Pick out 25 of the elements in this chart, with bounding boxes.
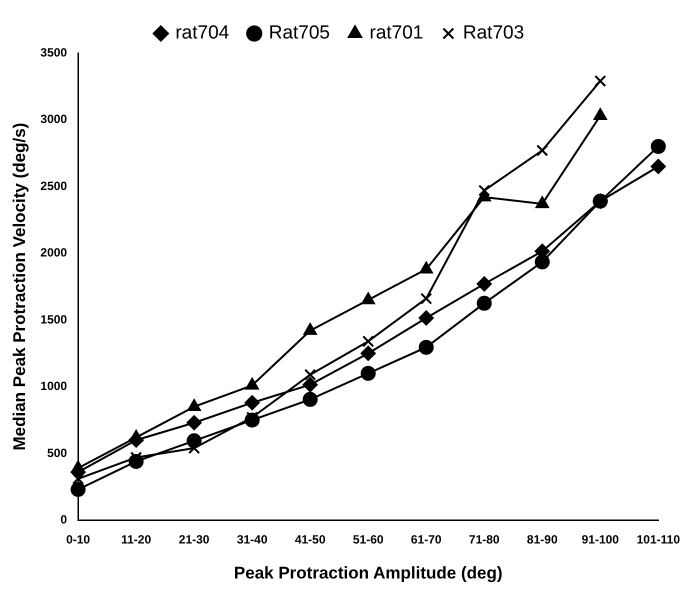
legend-label: Rat703 — [462, 22, 524, 44]
x-tick-label: 21-30 — [178, 532, 210, 547]
y-tick-label: 1000 — [40, 379, 68, 394]
x-tick-label: 71-80 — [468, 532, 500, 547]
y-tick-label: 2500 — [40, 178, 68, 193]
y-tick-label: 0 — [60, 512, 68, 527]
x-tick-label: 0-10 — [66, 532, 90, 547]
x-axis-title: Peak Protraction Amplitude (deg) — [234, 563, 502, 582]
legend-label: rat701 — [370, 22, 424, 44]
x-tick-label: 101-110 — [636, 532, 680, 547]
y-tick-label: 3500 — [40, 45, 68, 60]
x-tick-label: 51-60 — [352, 532, 384, 547]
x-tick-label: 61-70 — [410, 532, 442, 547]
x-tick-label: 91-100 — [582, 532, 620, 547]
y-tick-label: 1500 — [40, 312, 68, 326]
y-tick-label: 3000 — [40, 112, 68, 126]
y-axis-title: Median Peak Protraction Velocity (deg/s) — [10, 122, 29, 451]
legend-label: rat704 — [175, 22, 230, 44]
legend-label: Rat705 — [268, 22, 330, 44]
x-tick-label: 11-20 — [121, 532, 152, 547]
y-tick-label: 500 — [47, 446, 68, 460]
x-tick-label: 31-40 — [236, 532, 268, 547]
y-tick-label: 2000 — [40, 246, 68, 260]
x-tick-label: 41-50 — [294, 532, 326, 547]
x-tick-label: 81-90 — [526, 532, 558, 547]
